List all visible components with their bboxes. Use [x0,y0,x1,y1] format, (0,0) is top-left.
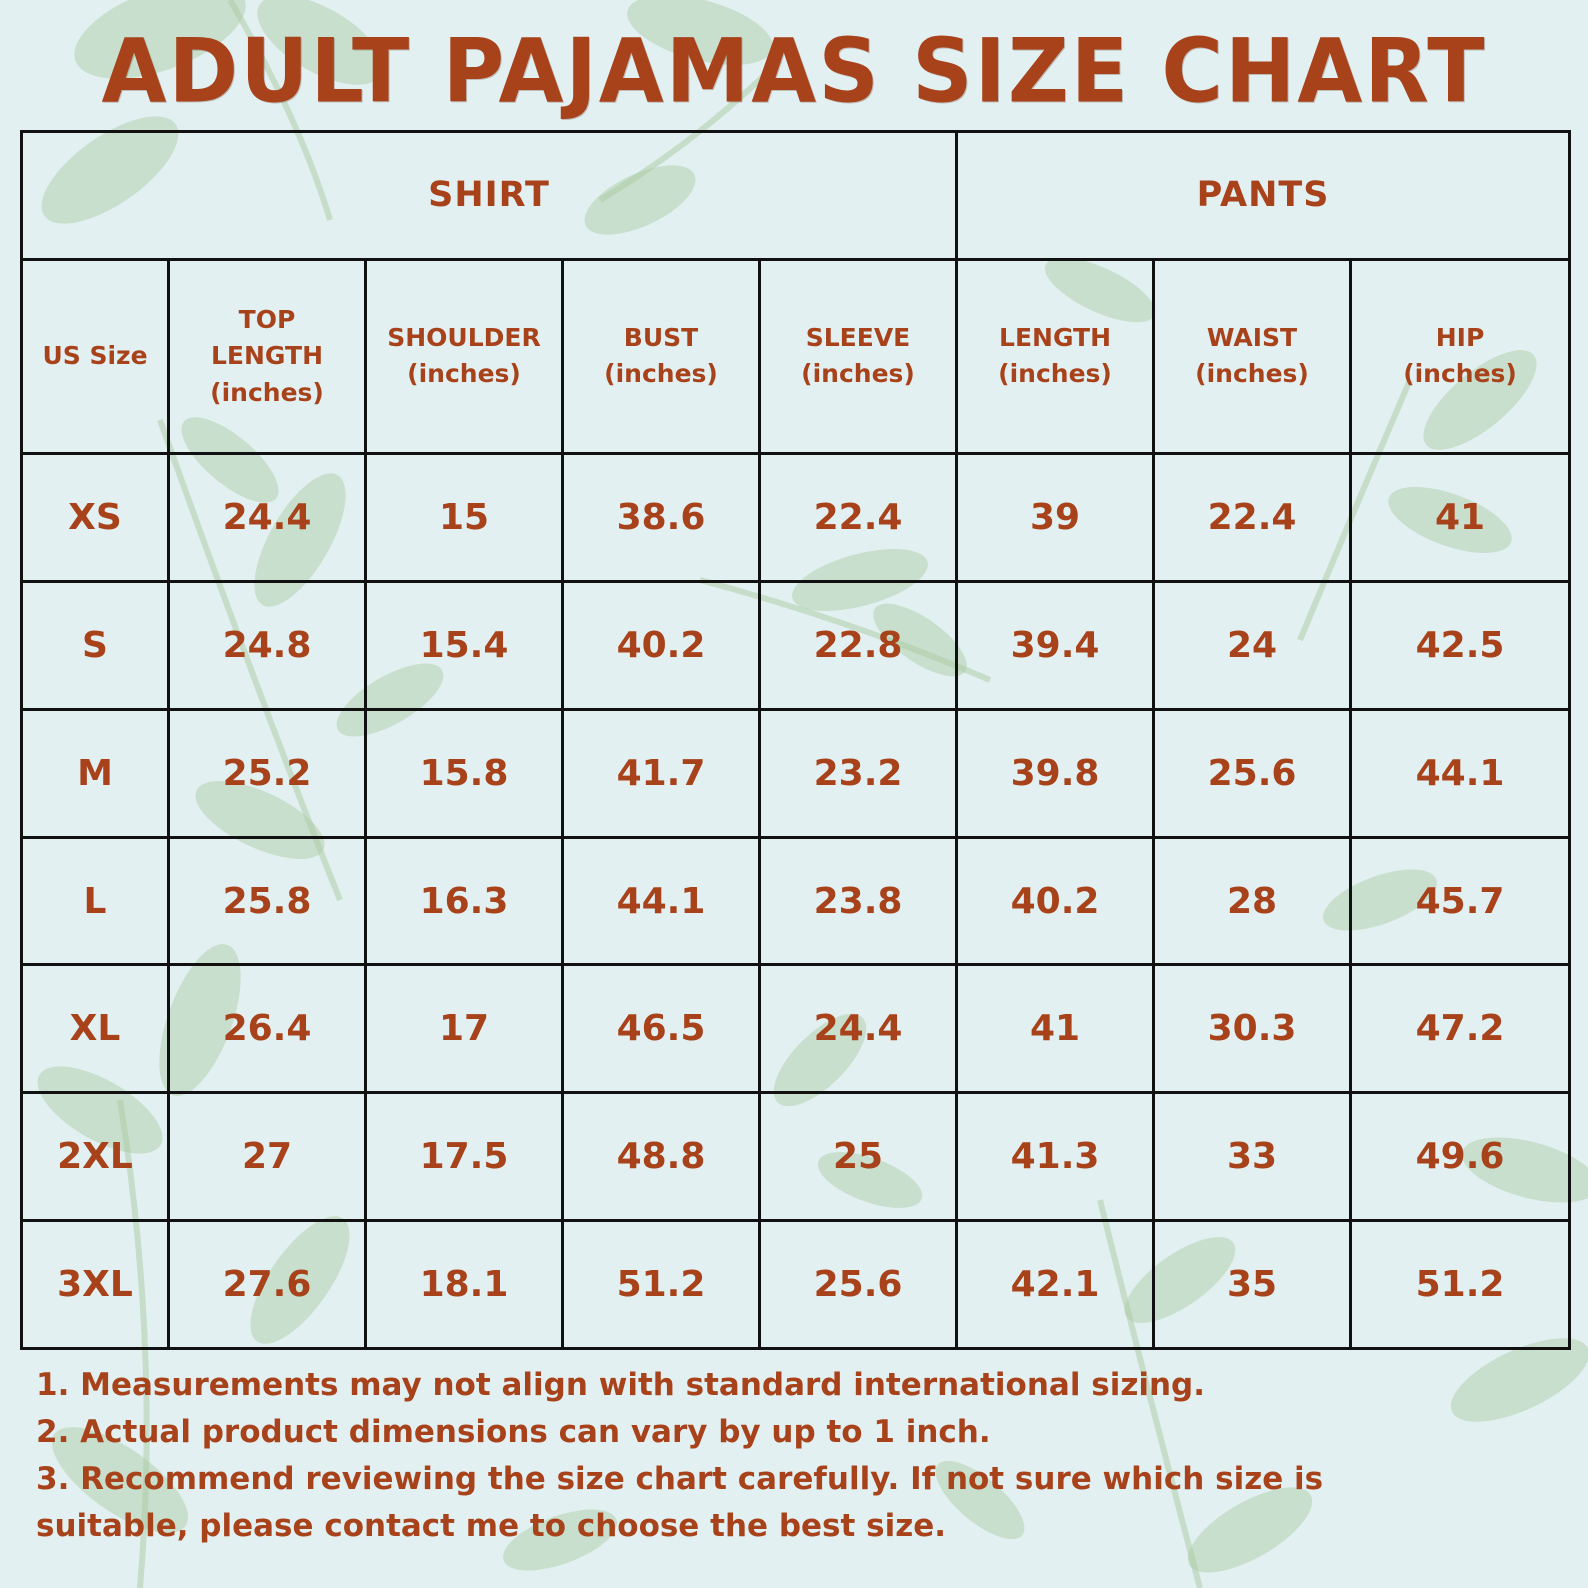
table-row: XL 26.4 17 46.5 24.4 41 30.3 47.2 [20,963,1572,1095]
hip-cell: 47.2 [1349,963,1572,1095]
column-header-unit: (inches) [1403,359,1517,389]
shoulder-cell: 15.4 [364,579,564,711]
size-cell: S [20,579,170,711]
pants-length-cell: 42.1 [955,1219,1156,1350]
pants-length-cell: 39.8 [955,707,1156,839]
shoulder-cell: 18.1 [364,1219,564,1350]
column-header-label: SLEEVE [805,323,911,353]
column-header-top-length: TOP LENGTH (inches) [167,257,367,456]
sleeve-cell: 23.8 [757,835,959,967]
note-line: suitable, please contact me to choose th… [36,1508,947,1544]
bust-cell: 48.8 [561,1091,761,1223]
column-header-label: TOP [238,305,296,335]
column-header-label: US Size [42,341,148,371]
sleeve-cell: 22.8 [757,579,959,711]
top-length-cell: 27 [167,1091,367,1223]
top-length-cell: 26.4 [167,963,367,1095]
bust-cell: 40.2 [561,579,761,711]
size-cell: XS [20,452,170,583]
pants-length-cell: 41 [955,963,1156,1095]
shoulder-cell: 15 [364,452,564,583]
column-header-label: SHOULDER [387,323,541,353]
top-length-cell: 24.8 [167,579,367,711]
hip-cell: 49.6 [1349,1091,1572,1223]
column-header-us-size: US Size [20,257,170,456]
column-header-waist: WAIST (inches) [1152,257,1353,456]
column-header-length: LENGTH (inches) [955,257,1156,456]
column-header-unit: (inches) [407,359,521,389]
column-header-unit: (inches) [604,359,718,389]
top-length-cell: 25.8 [167,835,367,967]
column-header-unit: (inches) [1195,359,1309,389]
bust-cell: 41.7 [561,707,761,839]
bust-cell: 38.6 [561,452,761,583]
waist-cell: 30.3 [1152,963,1353,1095]
note-line: 2. Actual product dimensions can vary by… [36,1414,991,1450]
shoulder-cell: 16.3 [364,835,564,967]
size-cell: M [20,707,170,839]
hip-cell: 44.1 [1349,707,1572,839]
table-row: XS 24.4 15 38.6 22.4 39 22.4 41 [20,452,1572,583]
notes-section: 1. Measurements may not align with stand… [36,1362,1536,1550]
hip-cell: 42.5 [1349,579,1572,711]
size-cell: 2XL [20,1091,170,1223]
column-header-label: HIP [1435,323,1485,353]
table-row: 2XL 27 17.5 48.8 25 41.3 33 49.6 [20,1091,1572,1223]
sleeve-cell: 25 [757,1091,959,1223]
sleeve-cell: 25.6 [757,1219,959,1350]
size-cell: 3XL [20,1219,170,1350]
top-length-cell: 27.6 [167,1219,367,1350]
size-chart-table: SHIRT PANTS US Size TOP LENGTH (inches) … [19,130,1572,1350]
group-header-row: SHIRT PANTS [19,130,1572,261]
column-header-label: BUST [623,323,699,353]
shoulder-cell: 15.8 [364,707,564,839]
bust-cell: 46.5 [561,963,761,1095]
shirt-group-header: SHIRT [19,130,959,261]
waist-cell: 25.6 [1152,707,1353,839]
column-header-label: LENGTH [999,323,1112,353]
column-header-label: LENGTH [211,341,323,371]
column-header-row: US Size TOP LENGTH (inches) SHOULDER (in… [20,257,1572,456]
table-row: L 25.8 16.3 44.1 23.8 40.2 28 45.7 [20,835,1572,967]
table-row: M 25.2 15.8 41.7 23.2 39.8 25.6 44.1 [20,707,1572,839]
pants-length-cell: 41.3 [955,1091,1156,1223]
waist-cell: 28 [1152,835,1353,967]
pants-length-cell: 40.2 [955,835,1156,967]
shoulder-cell: 17 [364,963,564,1095]
note-line: 1. Measurements may not align with stand… [36,1367,1206,1403]
table-row: 3XL 27.6 18.1 51.2 25.6 42.1 35 51.2 [20,1219,1572,1350]
column-header-unit: (inches) [210,377,324,407]
shoulder-cell: 17.5 [364,1091,564,1223]
top-length-cell: 25.2 [167,707,367,839]
column-header-label: WAIST [1206,323,1298,353]
pants-length-cell: 39.4 [955,579,1156,711]
table-row: S 24.8 15.4 40.2 22.8 39.4 24 42.5 [20,579,1572,711]
column-header-shoulder: SHOULDER (inches) [364,257,564,456]
column-header-bust: BUST (inches) [561,257,761,456]
sleeve-cell: 22.4 [757,452,959,583]
sleeve-cell: 24.4 [757,963,959,1095]
top-length-cell: 24.4 [167,452,367,583]
column-header-sleeve: SLEEVE (inches) [757,257,959,456]
size-cell: XL [20,963,170,1095]
page-title: ADULT PAJAMAS SIZE CHART [101,19,1487,123]
waist-cell: 22.4 [1152,452,1353,583]
hip-cell: 51.2 [1349,1219,1572,1350]
bust-cell: 44.1 [561,835,761,967]
waist-cell: 24 [1152,579,1353,711]
column-header-unit: (inches) [801,359,915,389]
column-header-hip: HIP (inches) [1349,257,1572,456]
size-rows: XS 24.4 15 38.6 22.4 39 22.4 41 S 24.8 1… [20,452,1572,1350]
note-line: 3. Recommend reviewing the size chart ca… [36,1461,1324,1497]
size-cell: L [20,835,170,967]
pants-group-header: PANTS [955,130,1572,261]
pants-length-cell: 39 [955,452,1156,583]
column-header-unit: (inches) [998,359,1112,389]
waist-cell: 35 [1152,1219,1353,1350]
waist-cell: 33 [1152,1091,1353,1223]
hip-cell: 41 [1349,452,1572,583]
bust-cell: 51.2 [561,1219,761,1350]
hip-cell: 45.7 [1349,835,1572,967]
sleeve-cell: 23.2 [757,707,959,839]
